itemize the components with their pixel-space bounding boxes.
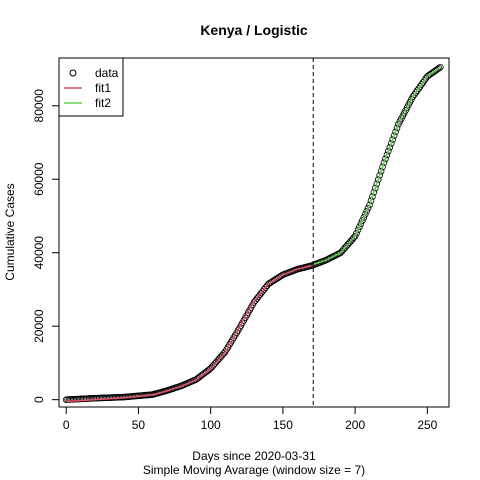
data-point bbox=[359, 217, 366, 224]
legend-box bbox=[58, 57, 124, 117]
y-tick-label: 20000 bbox=[32, 309, 46, 343]
data-point bbox=[366, 201, 373, 209]
data-point bbox=[392, 128, 399, 136]
x-tick-label: 100 bbox=[201, 418, 221, 432]
data-point bbox=[351, 232, 359, 240]
data-point bbox=[363, 207, 370, 215]
fit-line-fit2 bbox=[312, 66, 441, 266]
y-tick-label: 80000 bbox=[32, 89, 46, 123]
x-tick-label: 0 bbox=[63, 418, 70, 432]
x-tick-label: 200 bbox=[345, 418, 365, 432]
data-point bbox=[370, 188, 378, 196]
data-point bbox=[367, 197, 375, 205]
legend-label-fit2: fit2 bbox=[95, 96, 111, 110]
data-point bbox=[385, 147, 392, 155]
x-axis: 0 50 100 150 200 250 bbox=[63, 406, 438, 432]
y-tick-label: 0 bbox=[32, 396, 46, 403]
data-point bbox=[360, 214, 368, 221]
x-tick-label: 150 bbox=[273, 418, 293, 432]
fit-lines bbox=[66, 66, 441, 403]
data-point bbox=[379, 163, 386, 171]
x-axis-subtitle: Simple Moving Avarage (window size = 7) bbox=[143, 463, 365, 477]
data-point bbox=[380, 159, 388, 167]
data-point bbox=[376, 172, 383, 179]
data-point bbox=[357, 220, 365, 227]
data-point bbox=[393, 124, 401, 132]
data-point bbox=[383, 151, 391, 159]
data-point bbox=[382, 155, 389, 163]
x-tick-label: 250 bbox=[417, 418, 437, 432]
data-point bbox=[353, 229, 360, 237]
y-axis: 0 20000 40000 60000 80000 bbox=[32, 89, 60, 403]
data-point bbox=[374, 176, 382, 183]
data-point bbox=[354, 226, 362, 234]
data-points bbox=[62, 63, 444, 403]
data-point bbox=[386, 143, 394, 151]
x-axis-label: Days since 2020-03-31 bbox=[192, 449, 316, 463]
data-point bbox=[361, 211, 369, 218]
legend-label-fit1: fit1 bbox=[95, 81, 111, 95]
data-point bbox=[435, 64, 443, 72]
data-point bbox=[372, 184, 379, 192]
data-point bbox=[389, 136, 396, 143]
y-tick-label: 40000 bbox=[32, 236, 46, 270]
legend-label-data: data bbox=[95, 66, 119, 80]
y-axis-label: Cumulative Cases bbox=[3, 183, 17, 280]
data-point bbox=[373, 180, 381, 188]
data-point bbox=[350, 234, 357, 242]
x-tick-label: 50 bbox=[132, 418, 146, 432]
data-point bbox=[387, 140, 395, 147]
data-point bbox=[364, 204, 372, 212]
data-point bbox=[390, 132, 398, 139]
data-point bbox=[356, 223, 363, 231]
fit-line-fit1 bbox=[66, 264, 312, 403]
data-point bbox=[377, 167, 385, 175]
data-point bbox=[369, 193, 376, 200]
data-point bbox=[437, 63, 444, 71]
legend-symbol-data bbox=[69, 69, 77, 77]
y-tick-label: 60000 bbox=[32, 162, 46, 196]
chart-title: Kenya / Logistic bbox=[200, 22, 308, 38]
